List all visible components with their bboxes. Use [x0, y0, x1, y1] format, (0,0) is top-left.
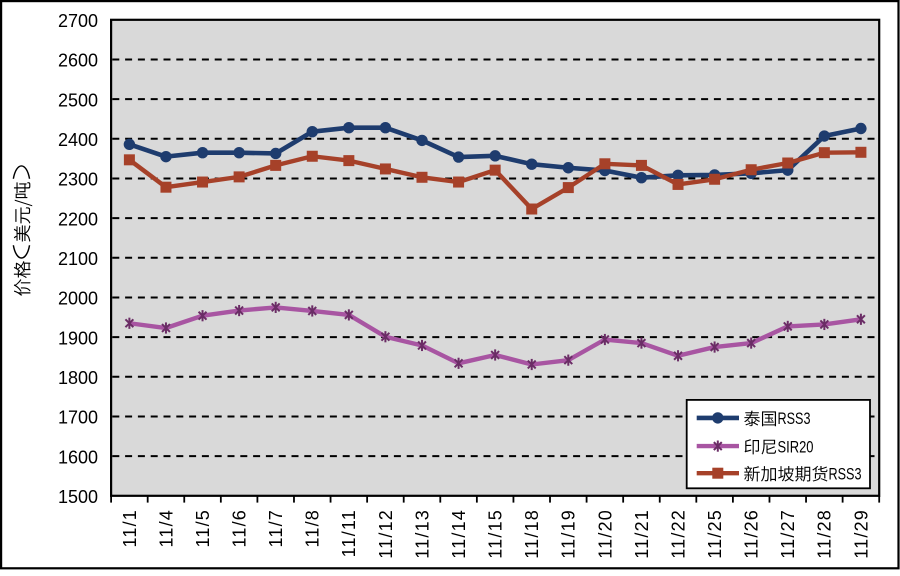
svg-text:11/22: 11/22	[668, 509, 688, 559]
svg-text:11/5: 11/5	[193, 509, 213, 548]
svg-text:11/27: 11/27	[778, 509, 798, 559]
svg-text:RSS3: RSS3	[778, 409, 811, 428]
svg-text:SIR20: SIR20	[778, 437, 814, 456]
svg-text:2600: 2600	[58, 51, 98, 71]
svg-text:11/7: 11/7	[266, 509, 286, 548]
svg-text:2100: 2100	[58, 249, 98, 269]
svg-text:11/1: 11/1	[120, 509, 140, 548]
svg-text:11/12: 11/12	[376, 509, 396, 559]
svg-text:2400: 2400	[58, 130, 98, 150]
svg-text:11/26: 11/26	[742, 509, 762, 559]
svg-text:11/20: 11/20	[595, 509, 615, 559]
svg-text:11/6: 11/6	[230, 509, 250, 548]
svg-text:11/21: 11/21	[632, 509, 652, 559]
svg-text:1600: 1600	[58, 447, 98, 467]
svg-text:11/13: 11/13	[412, 509, 432, 559]
svg-text:2200: 2200	[58, 209, 98, 229]
svg-text:11/18: 11/18	[522, 509, 542, 559]
svg-text:2700: 2700	[58, 11, 98, 31]
svg-text:1900: 1900	[58, 328, 98, 348]
svg-text:11/29: 11/29	[851, 509, 871, 559]
svg-text:11/8: 11/8	[303, 509, 323, 548]
svg-text:11/15: 11/15	[486, 509, 506, 559]
svg-text:11/28: 11/28	[815, 509, 835, 559]
svg-text:1500: 1500	[58, 487, 98, 507]
svg-text:RSS3: RSS3	[829, 464, 862, 483]
svg-text:11/14: 11/14	[449, 509, 469, 559]
svg-text:11/4: 11/4	[156, 509, 176, 548]
svg-text:11/11: 11/11	[339, 509, 359, 557]
svg-text:2500: 2500	[58, 90, 98, 110]
svg-text:2000: 2000	[58, 289, 98, 309]
svg-text:1800: 1800	[58, 368, 98, 388]
svg-text:1700: 1700	[58, 408, 98, 428]
svg-text:11/19: 11/19	[559, 509, 579, 559]
svg-text:11/25: 11/25	[705, 509, 725, 559]
svg-text:2300: 2300	[58, 170, 98, 190]
